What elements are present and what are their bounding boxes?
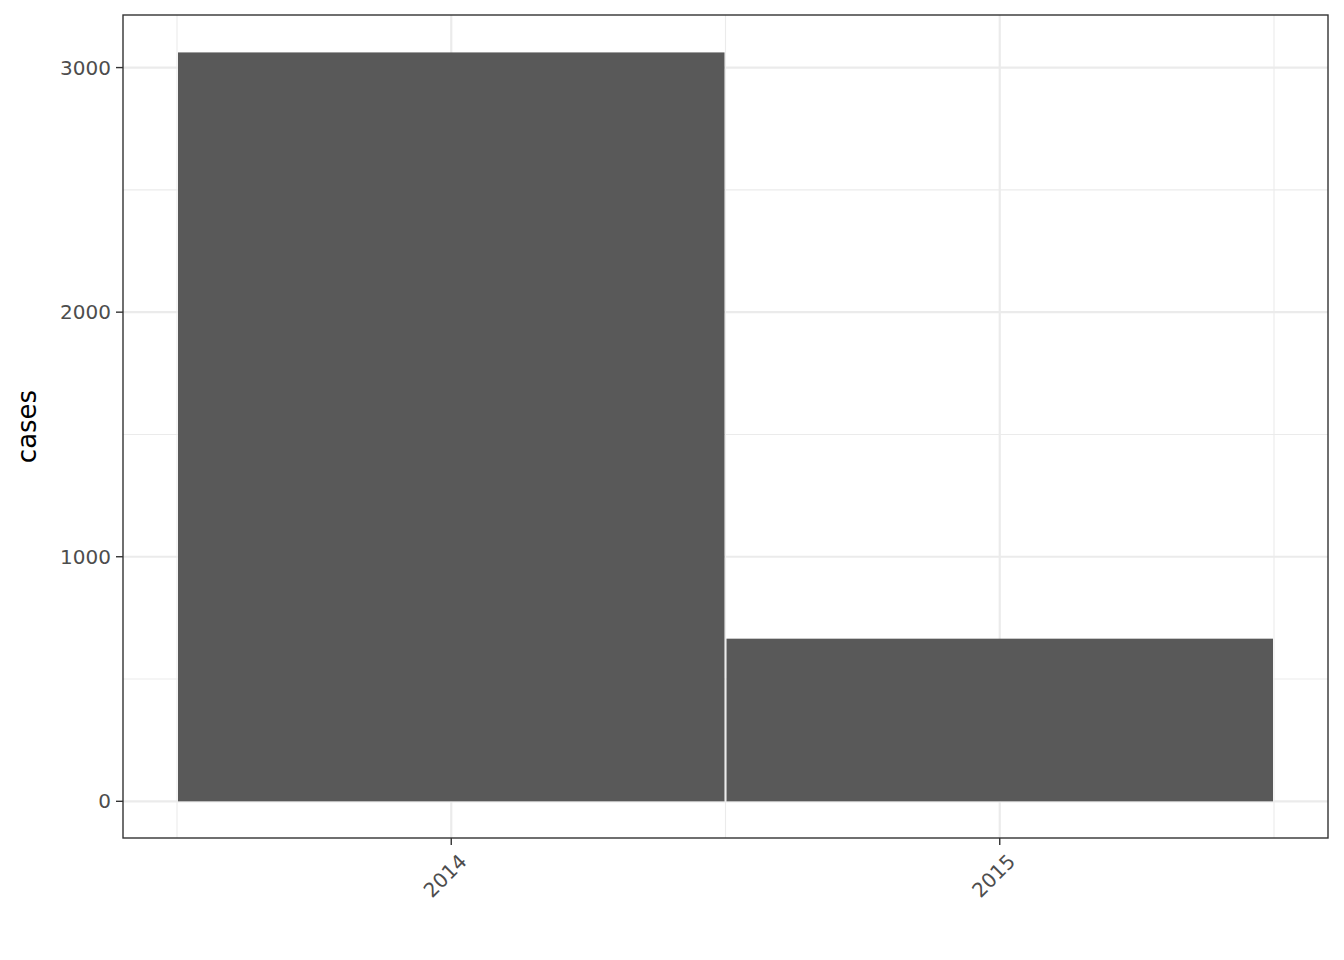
y-axis-title: cases [12, 390, 42, 463]
bar [727, 639, 1274, 802]
x-tick [999, 838, 1000, 845]
x-tick-label: 2014 [419, 849, 472, 902]
y-tick [116, 801, 123, 802]
y-tick [116, 556, 123, 557]
panel-border [123, 15, 1328, 838]
y-tick [116, 311, 123, 312]
minor-grid-line [176, 15, 177, 838]
y-tick [116, 67, 123, 68]
bar [178, 52, 725, 801]
chart-svg: 0 1000 2000 3000 2014 2015 cases [0, 0, 1344, 960]
y-tick-label: 1000 [60, 545, 111, 569]
grid [123, 15, 1328, 838]
y-tick-label: 3000 [60, 56, 111, 80]
x-tick [451, 838, 452, 845]
y-tick-label: 2000 [60, 300, 111, 324]
chart-container: 0 1000 2000 3000 2014 2015 cases [0, 0, 1344, 960]
background [0, 0, 1344, 960]
y-tick-label: 0 [98, 789, 111, 813]
bars [178, 52, 1273, 801]
axes: 0 1000 2000 3000 2014 2015 [60, 56, 1020, 903]
x-tick-label: 2015 [967, 849, 1020, 902]
minor-grid-line [1273, 15, 1274, 838]
minor-grid-line [725, 15, 726, 838]
